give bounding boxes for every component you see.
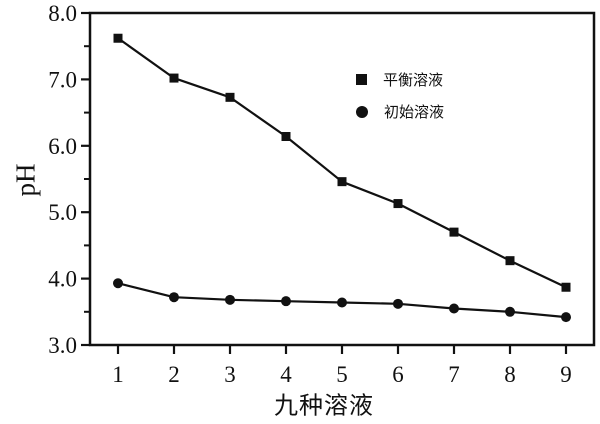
x-tick-label: 5 — [336, 362, 348, 387]
square-marker-icon — [356, 74, 367, 85]
data-point-square — [169, 73, 179, 83]
data-point-circle — [281, 296, 291, 307]
data-point-square — [393, 199, 403, 209]
data-point-circle — [449, 303, 459, 314]
x-tick-label: 6 — [392, 362, 404, 387]
data-point-square — [449, 227, 459, 237]
legend: 平衡溶液 初始溶液 — [356, 69, 444, 122]
x-tick-label: 9 — [560, 362, 572, 387]
data-point-circle — [113, 278, 123, 289]
y-tick-label: 8.0 — [48, 1, 77, 26]
data-point-circle — [169, 292, 179, 303]
y-tick-label: 3.0 — [48, 333, 77, 358]
legend-item-equilibrium: 平衡溶液 — [356, 69, 444, 90]
data-point-square — [225, 92, 235, 102]
data-point-square — [561, 282, 571, 292]
y-axis-title: pH — [10, 163, 41, 197]
data-point-square — [337, 177, 347, 187]
x-tick-label: 8 — [504, 362, 516, 387]
data-point-circle — [337, 297, 347, 308]
y-tick-label: 6.0 — [48, 134, 77, 159]
x-tick-label: 1 — [112, 362, 124, 387]
data-point-circle — [505, 306, 515, 317]
x-tick-label: 3 — [224, 362, 236, 387]
y-tick-label: 7.0 — [48, 67, 77, 92]
legend-label-equilibrium: 平衡溶液 — [383, 73, 444, 89]
x-tick-label: 4 — [280, 362, 292, 387]
data-point-circle — [393, 298, 403, 309]
data-point-circle — [225, 294, 235, 305]
data-point-square — [505, 256, 515, 266]
legend-label-initial: 初始溶液 — [384, 105, 445, 121]
legend-item-initial: 初始溶液 — [356, 101, 444, 122]
x-axis-title: 九种溶液 — [274, 393, 374, 420]
y-tick-label: 4.0 — [48, 267, 77, 292]
data-point-circle — [561, 312, 571, 323]
x-tick-label: 2 — [168, 362, 180, 387]
x-tick-label: 7 — [448, 362, 460, 387]
series-line-0 — [117, 37, 567, 289]
data-point-square — [113, 33, 123, 43]
circle-marker-icon — [356, 105, 368, 118]
y-tick-label: 5.0 — [48, 200, 77, 225]
data-point-square — [281, 132, 291, 142]
